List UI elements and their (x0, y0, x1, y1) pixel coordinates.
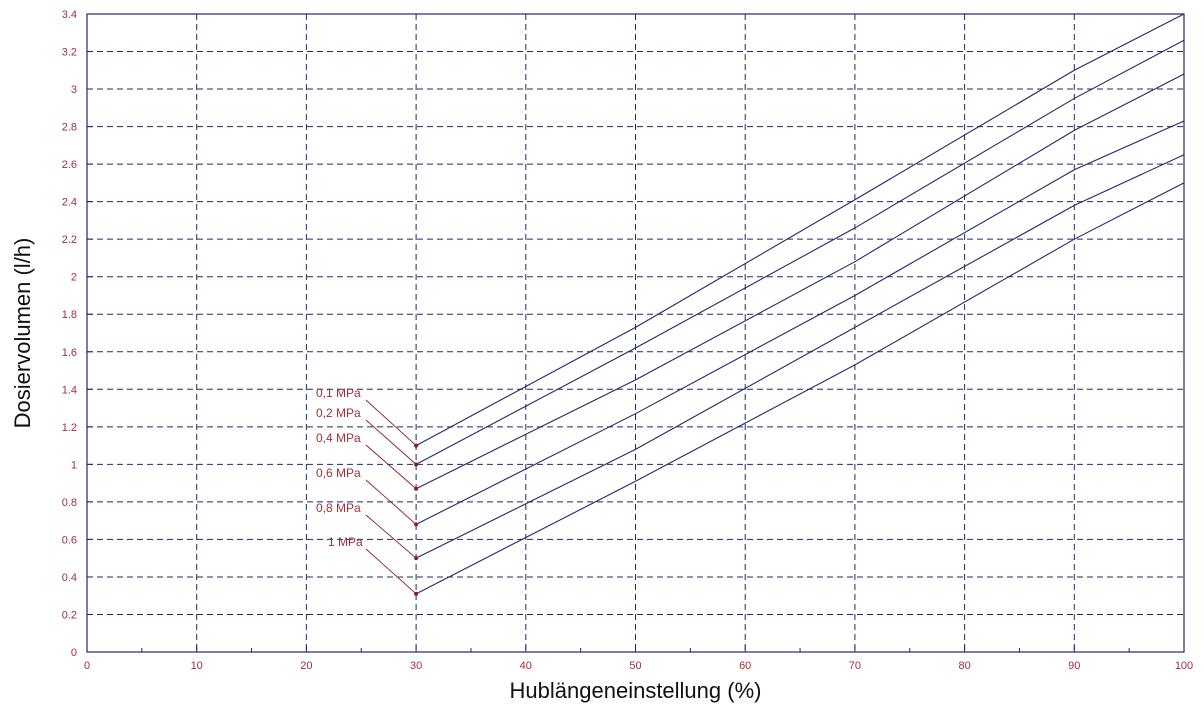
y-tick-label: 0.2 (62, 609, 77, 621)
series-start-point (414, 591, 419, 596)
y-tick-label: 0.6 (62, 534, 77, 546)
series-start-point (414, 556, 419, 561)
x-tick-label: 60 (739, 660, 751, 672)
y-tick-label: 1.6 (62, 347, 77, 359)
y-tick-label: 2.8 (62, 122, 77, 134)
series-line (415, 73, 1185, 490)
y-tick-label: 1.2 (62, 422, 77, 434)
x-tick-label: 10 (191, 660, 203, 672)
x-tick-label: 40 (520, 660, 532, 672)
y-tick-label: 1 (71, 459, 77, 471)
x-tick-label: 50 (629, 660, 641, 672)
series-lines (415, 13, 1185, 595)
series-label: 0,6 MPa (316, 466, 361, 480)
x-tick-label: 90 (1068, 660, 1080, 672)
y-axis-ticks: 0 0.2 0.4 0.6 0.8 1 1.2 1.4 1.6 1.8 2 2.2 2.4 2.6 2.8 3… (62, 9, 93, 659)
x-tick-label: 20 (300, 660, 312, 672)
x-tick-label: 80 (958, 660, 970, 672)
y-tick-label: 1.8 (62, 309, 77, 321)
series-line (415, 120, 1185, 525)
annotation-leader-line (365, 514, 417, 559)
y-tick-label: 3.2 (62, 47, 77, 59)
series-line (415, 39, 1185, 465)
series-label: 0,4 MPa (316, 431, 361, 445)
y-tick-label: 2.4 (62, 197, 77, 209)
grid (87, 14, 1184, 652)
series-start-point (414, 522, 419, 527)
series-start-point (414, 462, 419, 467)
x-axis-ticks: 0 10 20 30 40 50 60 70 80 90 100 (84, 645, 1193, 672)
y-tick-label: 3 (71, 84, 77, 96)
annotation-leader-line (365, 479, 417, 525)
y-tick-label: 0.4 (62, 572, 77, 584)
y-tick-label: 2 (71, 272, 77, 284)
series-label: 1 MPa (328, 535, 363, 549)
series-annotations: 0,1 MPa 0,2 MPa 0,4 MPa 0,6 MPa 0,8 MPa 1 MPa (316, 386, 419, 596)
y-tick-label: 2.2 (62, 234, 77, 246)
y-tick-label: 0.8 (62, 497, 77, 509)
series-line (415, 154, 1185, 559)
y-tick-label: 0 (71, 647, 77, 659)
series-label: 0,2 MPa (316, 406, 361, 420)
series-start-point (414, 443, 419, 448)
series-label: 0,8 MPa (316, 501, 361, 515)
annotation-leader-line (365, 444, 417, 490)
annotation-leader-line (365, 419, 417, 465)
y-tick-label: 3.4 (62, 9, 77, 21)
series-line (415, 182, 1185, 595)
series-line (415, 13, 1185, 447)
annotation-leader-line (365, 548, 417, 595)
series-label: 0,1 MPa (316, 386, 361, 400)
x-tick-label: 70 (849, 660, 861, 672)
x-tick-label: 30 (410, 660, 422, 672)
series-start-point (414, 486, 419, 491)
x-axis-title: Hublängeneinstellung (%) (510, 678, 762, 703)
y-tick-label: 2.6 (62, 159, 77, 171)
y-tick-label: 1.4 (62, 384, 77, 396)
annotation-leader-line (365, 399, 417, 446)
x-tick-label: 0 (84, 660, 90, 672)
y-axis-title: Dosiervolumen (l/h) (10, 238, 35, 429)
x-tick-label: 100 (1175, 660, 1193, 672)
